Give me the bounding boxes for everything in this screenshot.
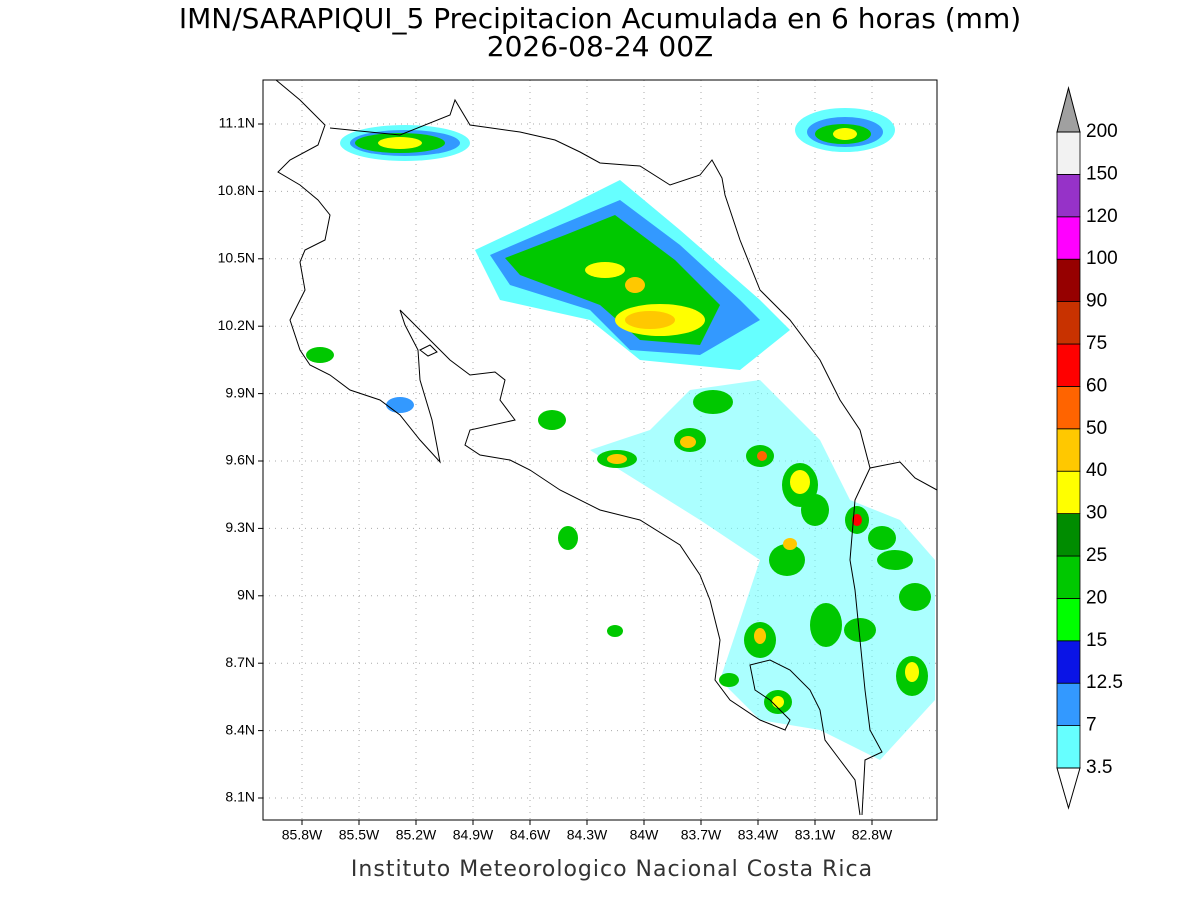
footer: Instituto Meteorologico Nacional Costa R… bbox=[351, 857, 873, 882]
colorbar-label: 30 bbox=[1086, 503, 1107, 524]
lat-tick-label: 9.6N bbox=[225, 452, 255, 468]
colorbar-swatch bbox=[1056, 428, 1081, 472]
lat-tick-label: 10.5N bbox=[218, 250, 255, 266]
lat-tick-label: 11.1N bbox=[219, 115, 255, 131]
lat-tick-label: 8.7N bbox=[225, 654, 255, 670]
colorbar: 3.5 7 12.5 15 20 25 30 40 50 60 75 90 100 120 150 200 bbox=[1056, 86, 1123, 810]
lon-tick-label: 83.1W bbox=[795, 827, 836, 843]
colorbar-swatch bbox=[1056, 682, 1081, 727]
lon-tick-label: 84.9W bbox=[453, 827, 494, 843]
colorbar-label: 150 bbox=[1086, 163, 1118, 184]
lake bbox=[419, 344, 438, 357]
colorbar-label: 20 bbox=[1086, 587, 1107, 608]
rain-cell bbox=[795, 108, 895, 152]
colorbar-label: 15 bbox=[1086, 630, 1107, 651]
lon-tick-label: 85.5W bbox=[339, 827, 380, 843]
coastlines bbox=[275, 80, 937, 816]
lat-tick-label: 10.2N bbox=[218, 317, 255, 333]
lon-tick-label: 85.2W bbox=[396, 827, 437, 843]
colorbar-label: 200 bbox=[1086, 121, 1118, 142]
coastline bbox=[329, 98, 937, 491]
border bbox=[849, 467, 883, 816]
colorbar-above bbox=[1056, 86, 1081, 133]
colorbar-label: 60 bbox=[1086, 375, 1107, 396]
colorbar-swatch bbox=[1056, 470, 1081, 515]
lat-tick-label: 9N bbox=[237, 587, 255, 603]
colorbar-label: 50 bbox=[1086, 418, 1107, 439]
colorbar-swatch bbox=[1056, 555, 1081, 599]
lat-tick-label: 9.3N bbox=[225, 519, 255, 535]
colorbar-label: 120 bbox=[1086, 206, 1118, 227]
lat-tick-label: 10.8N bbox=[218, 182, 255, 198]
colorbar-label: 12.5 bbox=[1086, 672, 1123, 693]
rain-cell bbox=[340, 125, 470, 161]
colorbar-label: 3.5 bbox=[1086, 757, 1112, 778]
precipitation-field bbox=[306, 108, 935, 760]
colorbar-swatch bbox=[1056, 513, 1081, 557]
rain-cell bbox=[558, 526, 578, 550]
lon-tick-label: 84.3W bbox=[567, 827, 608, 843]
lon-tick-label: 83.7W bbox=[681, 827, 722, 843]
rain-cell bbox=[607, 625, 623, 637]
map-frame bbox=[262, 79, 938, 821]
rain-cell bbox=[306, 347, 334, 363]
lon-tick-label: 84W bbox=[630, 827, 660, 843]
lat-tick-label: 8.4N bbox=[225, 721, 255, 737]
rain-band bbox=[475, 180, 790, 370]
colorbar-label: 7 bbox=[1086, 715, 1097, 736]
colorbar-swatch bbox=[1056, 725, 1081, 769]
lon-tick-label: 82.8W bbox=[852, 827, 893, 843]
rain-cell bbox=[538, 410, 566, 430]
colorbar-swatch bbox=[1056, 343, 1081, 387]
colorbar-swatch bbox=[1056, 640, 1081, 684]
colorbar-label: 90 bbox=[1086, 291, 1107, 312]
colorbar-swatch bbox=[1056, 258, 1081, 303]
colorbar-label: 75 bbox=[1086, 333, 1107, 354]
lat-tick-label: 8.1N bbox=[225, 789, 255, 805]
rain-cell bbox=[386, 397, 414, 413]
colorbar-swatch bbox=[1056, 598, 1081, 642]
rain-band bbox=[590, 380, 935, 760]
colorbar-below bbox=[1056, 767, 1081, 810]
lon-tick-label: 85.8W bbox=[282, 827, 323, 843]
colorbar-label: 40 bbox=[1086, 460, 1107, 481]
colorbar-swatch bbox=[1056, 173, 1081, 218]
title: IMN/SARAPIQUI_5 Precipitacion Acumulada … bbox=[179, 2, 1021, 35]
lat-tick-label: 9.9N bbox=[225, 384, 255, 400]
colorbar-label: 100 bbox=[1086, 248, 1118, 269]
colorbar-swatch bbox=[1056, 385, 1081, 430]
colorbar-swatch bbox=[1056, 216, 1081, 260]
colorbar-swatch bbox=[1056, 301, 1081, 345]
subtitle: 2026-08-24 00Z bbox=[487, 30, 713, 63]
colorbar-swatch bbox=[1056, 131, 1081, 175]
colorbar-label: 25 bbox=[1086, 545, 1107, 566]
lon-tick-label: 84.6W bbox=[510, 827, 551, 843]
coastline bbox=[275, 80, 861, 816]
lon-tick-label: 83.4W bbox=[738, 827, 779, 843]
